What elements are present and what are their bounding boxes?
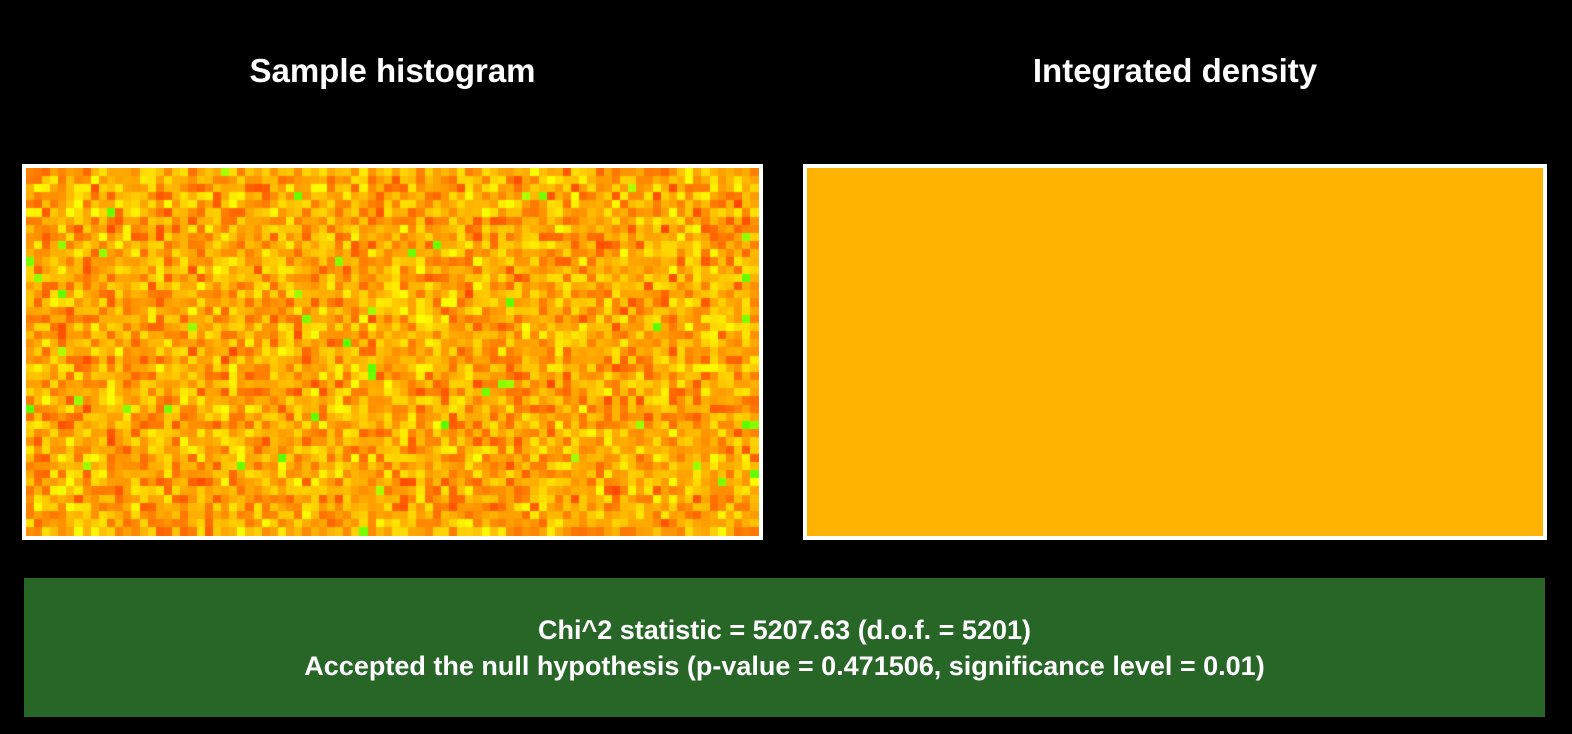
sample-histogram-title: Sample histogram (249, 52, 536, 89)
integrated-density-fill (807, 168, 1543, 536)
hypothesis-result-line: Accepted the null hypothesis (p-value = … (304, 650, 1265, 681)
result-banner: Chi^2 statistic = 5207.63 (d.o.f. = 5201… (24, 578, 1545, 717)
integrated-density-panel (803, 164, 1547, 540)
chi2-statistic-line: Chi^2 statistic = 5207.63 (d.o.f. = 5201… (538, 614, 1031, 645)
integrated-density-title: Integrated density (1032, 52, 1318, 89)
sample-histogram-heatmap (26, 168, 759, 536)
sample-histogram-panel (22, 164, 763, 540)
